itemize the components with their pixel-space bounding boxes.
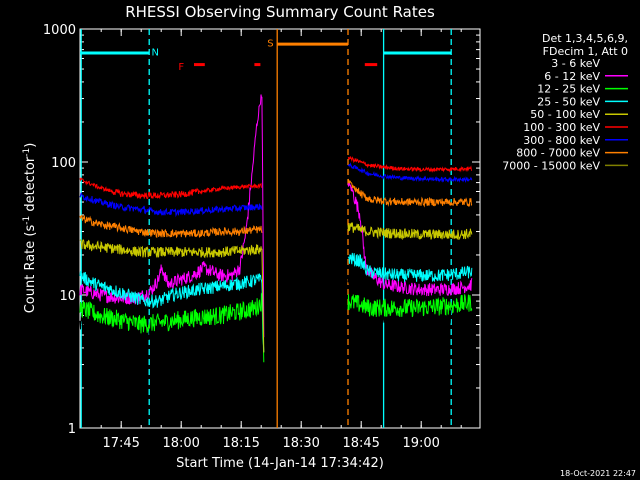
chart-title: RHESSI Observing Summary Count Rates: [125, 3, 435, 21]
series-line: [347, 294, 473, 318]
y-tick-label: 1: [68, 422, 76, 437]
series-line: [79, 214, 263, 239]
plot-frame: [79, 28, 481, 429]
y-tick-label: 10: [59, 289, 76, 304]
legend-entry-label: 25 - 50 keV: [537, 95, 600, 108]
state-bars: [80, 42, 452, 67]
y-axis-ticks: 1 10 100 1000: [43, 23, 480, 437]
legend: Det 1,3,4,5,6,9, FDecim 1, Att 0 3 - 6 k…: [502, 32, 628, 172]
vertical-lines: [80, 29, 452, 428]
legend-entry-label: 12 - 25 keV: [537, 83, 600, 96]
legend-entry-label: 6 - 12 keV: [544, 70, 600, 83]
y-tick-label: 100: [51, 156, 76, 171]
x-tick-label: 18:30: [282, 436, 319, 451]
series-line: [79, 238, 265, 353]
state-marker-label: S: [267, 39, 273, 50]
series-line: [347, 222, 473, 241]
y-axis-label: Count Rate (s-1 detector-1): [22, 143, 38, 314]
legend-entry-label: 800 - 7000 keV: [516, 147, 600, 160]
legend-header-line-2: FDecim 1, Att 0: [543, 45, 628, 58]
state-markers: N S F: [151, 39, 273, 74]
y-tick-label: 1000: [43, 23, 76, 38]
legend-entry-label: 100 - 300 keV: [523, 121, 600, 134]
legend-entry-label: 300 - 800 keV: [523, 134, 600, 147]
x-tick-label: 17:45: [102, 436, 139, 451]
series-line: [347, 178, 473, 208]
legend-entry-label: 50 - 100 keV: [530, 108, 600, 121]
x-tick-label: 18:45: [342, 436, 379, 451]
series-line: [79, 271, 265, 353]
x-tick-label: 18:00: [162, 436, 199, 451]
x-axis-ticks: 17:45 18:00 18:15 18:30 18:45 19:00: [100, 29, 462, 451]
x-tick-label: 18:15: [222, 436, 259, 451]
series-line: [79, 176, 263, 200]
series-line: [79, 292, 265, 363]
legend-entry-label: 7000 - 15000 keV: [502, 159, 600, 172]
legend-entry-label: 3 - 6 keV: [551, 57, 600, 70]
footer-timestamp: 18-Oct-2021 22:47: [560, 469, 636, 478]
series-line: [79, 192, 263, 218]
series-line: [347, 156, 473, 173]
series-line: [347, 162, 473, 183]
plot-area: [79, 28, 481, 429]
x-axis-label: Start Time (14-Jan-14 17:34:42): [176, 456, 384, 471]
state-marker-label: F: [178, 62, 184, 73]
series-line: [79, 94, 265, 338]
legend-header-line-1: Det 1,3,4,5,6,9,: [542, 32, 628, 45]
state-marker-label: N: [151, 47, 158, 58]
x-tick-label: 19:00: [402, 436, 439, 451]
series-line: [347, 252, 473, 283]
series-group: [79, 94, 473, 363]
